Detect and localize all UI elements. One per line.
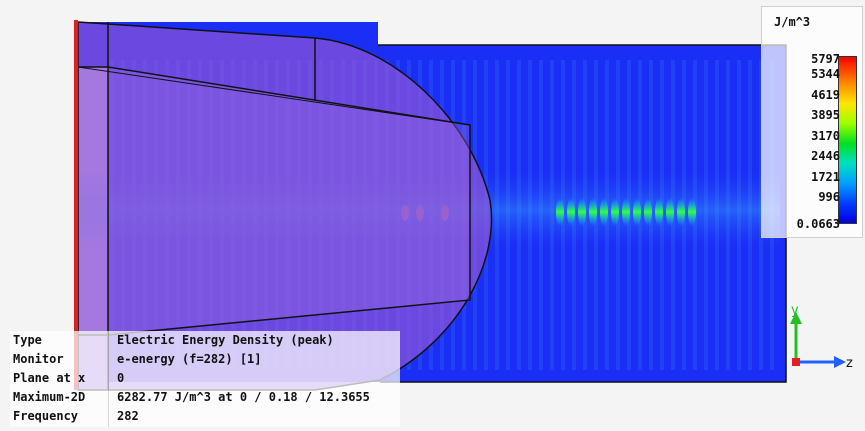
axis-triad: y z xyxy=(790,303,853,371)
beam-hotspot xyxy=(611,198,619,226)
info-row-frequency: Frequency 282 xyxy=(10,407,400,426)
legend-tick-label: 5344 xyxy=(811,67,840,81)
y-axis-label: y xyxy=(791,303,799,318)
beam-hotspot xyxy=(633,198,641,226)
info-row-maximum: Maximum-2D 6282.77 J/m^3 at 0 / 0.18 / 1… xyxy=(10,388,400,407)
boundary-plane xyxy=(74,20,78,390)
legend-tick-label: 5797 xyxy=(811,52,840,66)
legend-tick-label: 996 xyxy=(818,190,840,204)
lens-edge-3 xyxy=(77,66,471,126)
info-row-plane: Plane at x 0 xyxy=(10,369,400,388)
info-value: Electric Energy Density (peak) xyxy=(117,333,334,347)
info-key: Plane at x xyxy=(13,371,86,385)
beam-hotspot xyxy=(644,198,652,226)
info-row-monitor: Monitor e-energy (f=282) [1] xyxy=(10,350,400,369)
info-key: Maximum-2D xyxy=(13,390,86,404)
beam-hotspot xyxy=(567,198,575,226)
info-key: Type xyxy=(13,333,42,347)
beam-hotspot xyxy=(655,198,663,226)
lens-body xyxy=(77,21,493,391)
y-axis-arrow-icon xyxy=(790,312,802,324)
beam-hotspot xyxy=(578,198,586,226)
axis-origin xyxy=(792,358,800,366)
beam-hotspot xyxy=(677,198,685,226)
info-panel: Type Electric Energy Density (peak) Moni… xyxy=(10,331,400,427)
legend-tick-label: 2446 xyxy=(811,149,840,163)
beam-hotspot xyxy=(600,198,608,226)
legend-tick-label: 3170 xyxy=(811,129,840,143)
beam-hotspot xyxy=(688,198,696,226)
legend-colorbar xyxy=(838,56,857,224)
color-legend: J/m^3 5797 5344 4619 3895 3170 2446 1721 996 0.0… xyxy=(761,6,863,238)
info-value: 282 xyxy=(117,409,139,423)
legend-tick-label: 4619 xyxy=(811,88,840,102)
legend-tick-label: 0.0663 xyxy=(796,217,840,231)
beam-hotspots xyxy=(401,198,696,226)
z-axis-label: z xyxy=(846,356,853,371)
legend-tick-label: 3895 xyxy=(811,108,840,122)
legend-unit: J/m^3 xyxy=(774,15,811,29)
info-key: Frequency xyxy=(13,409,79,423)
legend-tick-label: 1721 xyxy=(811,170,840,184)
info-value: 0 xyxy=(117,371,125,385)
info-value: 6282.77 J/m^3 at 0 / 0.18 / 12.3655 xyxy=(117,390,370,404)
beam-hotspot xyxy=(556,198,564,226)
beam-hotspot xyxy=(666,198,674,226)
info-separator xyxy=(108,331,109,427)
info-row-type: Type Electric Energy Density (peak) xyxy=(10,331,400,350)
info-key: Monitor xyxy=(13,352,64,366)
z-axis-arrow-icon xyxy=(834,356,846,368)
beam-hotspot xyxy=(622,198,630,226)
info-value: e-energy (f=282) [1] xyxy=(117,352,262,366)
beam-hotspot xyxy=(589,198,597,226)
